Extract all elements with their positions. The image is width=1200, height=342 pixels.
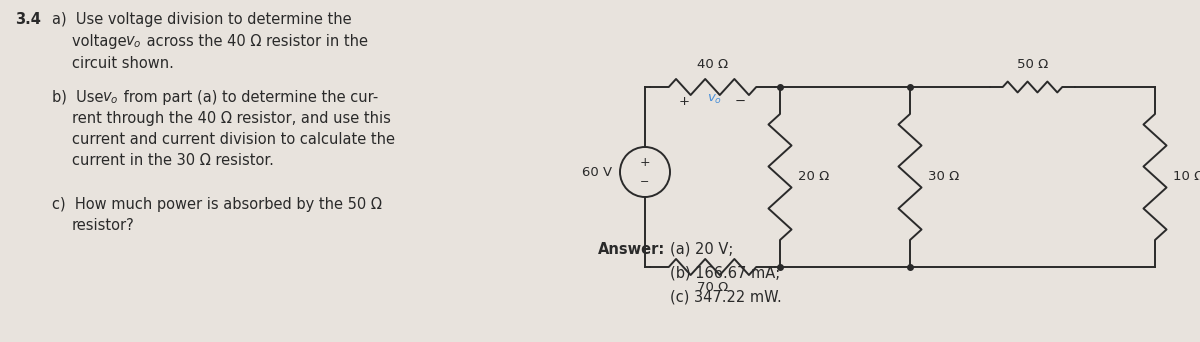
- Text: from part (a) to determine the cur-: from part (a) to determine the cur-: [119, 90, 378, 105]
- Text: +: +: [640, 157, 650, 170]
- Text: current and current division to calculate the: current and current division to calculat…: [72, 132, 395, 147]
- Text: $v_o$: $v_o$: [125, 34, 142, 50]
- Text: 10 Ω: 10 Ω: [1174, 171, 1200, 184]
- Text: 30 Ω: 30 Ω: [928, 171, 959, 184]
- Text: current in the 30 Ω resistor.: current in the 30 Ω resistor.: [72, 153, 274, 168]
- Text: 20 Ω: 20 Ω: [798, 171, 829, 184]
- Text: rent through the 40 Ω resistor, and use this: rent through the 40 Ω resistor, and use …: [72, 111, 391, 126]
- Text: a)  Use voltage division to determine the: a) Use voltage division to determine the: [52, 12, 352, 27]
- Text: Answer:: Answer:: [598, 242, 665, 257]
- Text: −: −: [641, 177, 649, 187]
- Text: 40 Ω: 40 Ω: [697, 58, 728, 71]
- Text: +: +: [679, 95, 690, 108]
- Text: $v_o$: $v_o$: [707, 93, 722, 106]
- Text: (c) 347.22 mW.: (c) 347.22 mW.: [670, 290, 781, 305]
- Text: voltage: voltage: [72, 34, 131, 49]
- Text: (a) 20 V;: (a) 20 V;: [670, 242, 733, 257]
- Text: $v_o$: $v_o$: [102, 90, 119, 106]
- Text: 70 Ω: 70 Ω: [697, 281, 728, 294]
- Text: b)  Use: b) Use: [52, 90, 108, 105]
- Text: −: −: [734, 95, 746, 108]
- Text: c)  How much power is absorbed by the 50 Ω: c) How much power is absorbed by the 50 …: [52, 197, 382, 212]
- Text: 60 V: 60 V: [582, 166, 612, 179]
- Text: 3.4: 3.4: [14, 12, 41, 27]
- Text: resistor?: resistor?: [72, 218, 134, 233]
- Text: across the 40 Ω resistor in the: across the 40 Ω resistor in the: [142, 34, 368, 49]
- Text: (b) 166.67 mA;: (b) 166.67 mA;: [670, 266, 780, 281]
- Text: 50 Ω: 50 Ω: [1016, 58, 1048, 71]
- Text: circuit shown.: circuit shown.: [72, 56, 174, 71]
